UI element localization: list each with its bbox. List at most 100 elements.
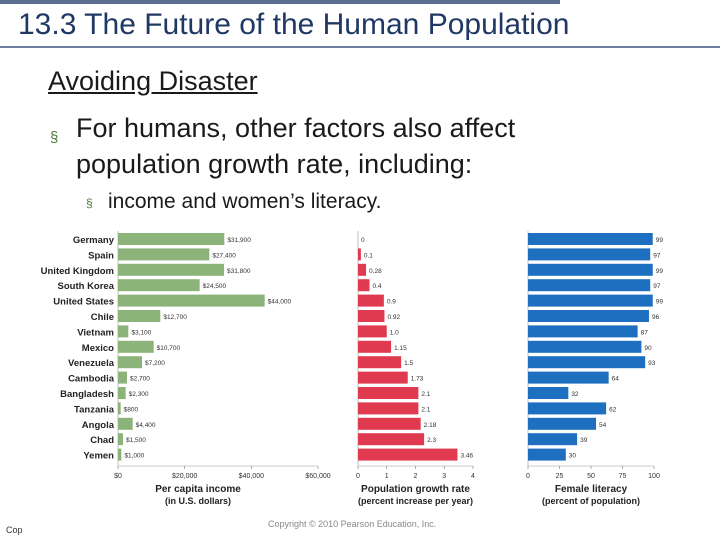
- literacy-bar: [528, 417, 597, 430]
- bullet-square-icon: §: [86, 196, 93, 210]
- literacy-value-label: 99: [656, 237, 664, 244]
- growth-value-label: 3.46: [460, 453, 473, 460]
- x-tick-label: $0: [114, 473, 122, 480]
- literacy-value-label: 99: [656, 268, 664, 275]
- growth-bar: [358, 433, 425, 446]
- growth-value-label: 0.1: [364, 252, 373, 259]
- growth-value-label: 0: [361, 237, 365, 244]
- x-tick-label: 2: [414, 473, 418, 480]
- growth-value-label: 0.92: [387, 314, 400, 321]
- growth-value-label: 0.4: [373, 283, 382, 290]
- literacy-bar: [528, 402, 607, 415]
- literacy-value-label: 39: [580, 437, 588, 444]
- literacy-value-label: 90: [644, 345, 652, 352]
- x-tick-label: $40,000: [239, 473, 264, 480]
- income-bar: [118, 248, 210, 261]
- category-label: Bangladesh: [60, 389, 114, 400]
- income-value-label: $44,000: [268, 299, 292, 306]
- income-value-label: $1,000: [124, 453, 144, 460]
- section-heading: Avoiding Disaster: [48, 66, 258, 96]
- literacy-value-label: 96: [652, 314, 660, 321]
- literacy-bar: [528, 294, 653, 307]
- literacy-value-label: 64: [612, 376, 620, 383]
- copyright-notice: Copyright © 2010 Pearson Education, Inc.: [268, 519, 437, 529]
- literacy-value-label: 54: [599, 422, 607, 429]
- literacy-bar: [528, 279, 651, 292]
- growth-bar: [358, 279, 370, 292]
- x-axis-title: Population growth rate: [361, 484, 470, 495]
- growth-value-label: 1.73: [411, 376, 424, 383]
- growth-value-label: 1.0: [390, 329, 399, 336]
- category-label: Angola: [82, 420, 115, 431]
- category-label: Tanzania: [74, 404, 115, 415]
- x-axis-subtitle: (in U.S. dollars): [165, 496, 231, 506]
- literacy-value-label: 32: [571, 391, 579, 398]
- x-tick-label: 3: [442, 473, 446, 480]
- literacy-bar: [528, 387, 569, 399]
- income-bar: [118, 433, 123, 446]
- growth-bar: [358, 325, 387, 338]
- growth-bar: [358, 371, 408, 384]
- income-bar: [118, 448, 122, 461]
- literacy-bar: [528, 356, 646, 369]
- top-accent-bar: [0, 0, 720, 4]
- bullet-level-2: § income and women’s literacy.: [86, 190, 382, 214]
- growth-bar: [358, 402, 419, 415]
- category-label: Venezuela: [68, 358, 115, 369]
- income-value-label: $1,500: [126, 437, 146, 444]
- income-value-label: $24,500: [203, 283, 227, 290]
- income-value-label: $2,300: [129, 391, 149, 398]
- x-tick-label: 50: [587, 473, 595, 480]
- income-bar: [118, 417, 133, 430]
- literacy-bar: [528, 248, 651, 261]
- literacy-bar: [528, 310, 649, 322]
- income-bar: [118, 340, 154, 353]
- literacy-value-label: 97: [653, 283, 661, 290]
- category-label: Chile: [91, 312, 114, 323]
- x-tick-label: $60,000: [305, 473, 330, 480]
- growth-bar: [358, 417, 421, 430]
- literacy-bar: [528, 448, 566, 461]
- income-value-label: $800: [124, 406, 139, 413]
- growth-bar: [358, 387, 419, 399]
- bullet-level-2-text: income and women’s literacy.: [108, 190, 382, 213]
- x-tick-label: 0: [356, 473, 360, 480]
- comparison-bar-charts: Germany Spain United Kingdom South Korea Uni…: [41, 231, 664, 506]
- category-label: United Kingdom: [41, 266, 114, 277]
- category-label: Chad: [90, 435, 114, 446]
- income-value-label: $2,700: [130, 376, 150, 383]
- category-label: Germany: [73, 235, 115, 246]
- growth-value-label: 2.1: [421, 391, 430, 398]
- income-bar: [118, 310, 161, 322]
- income-value-label: $10,700: [157, 345, 181, 352]
- literacy-bar: [528, 263, 653, 276]
- income-value-label: $4,400: [136, 422, 156, 429]
- growth-value-label: 0.9: [387, 299, 396, 306]
- category-label: Mexico: [82, 343, 114, 354]
- literacy-value-label: 30: [569, 453, 577, 460]
- literacy-value-label: 99: [656, 299, 664, 306]
- income-bar: [118, 233, 225, 245]
- income-bar: [118, 279, 200, 292]
- income-bar: [118, 371, 127, 384]
- growth-value-label: 2.18: [424, 422, 437, 429]
- growth-bar: [358, 263, 367, 276]
- growth-value-label: 1.15: [394, 345, 407, 352]
- x-tick-label: 75: [619, 473, 627, 480]
- bullet-level-1-text: For humans, other factors also affect po…: [76, 113, 516, 179]
- growth-value-label: 1.5: [404, 360, 413, 367]
- income-bar: [118, 325, 129, 338]
- x-tick-label: 1: [385, 473, 389, 480]
- growth-bar: [358, 310, 385, 322]
- bullet-square-icon: §: [50, 129, 59, 146]
- category-label: Vietnam: [77, 327, 114, 338]
- x-tick-label: 4: [471, 473, 475, 480]
- x-axis-title: Per capita income: [155, 484, 241, 495]
- income-value-label: $27,400: [212, 252, 236, 259]
- top-accent-gap: [560, 0, 720, 4]
- literacy-bar: [528, 340, 642, 353]
- income-bar: [118, 387, 126, 399]
- growth-bar: [358, 340, 392, 353]
- literacy-bar: [528, 433, 578, 446]
- category-label: Cambodia: [68, 374, 115, 385]
